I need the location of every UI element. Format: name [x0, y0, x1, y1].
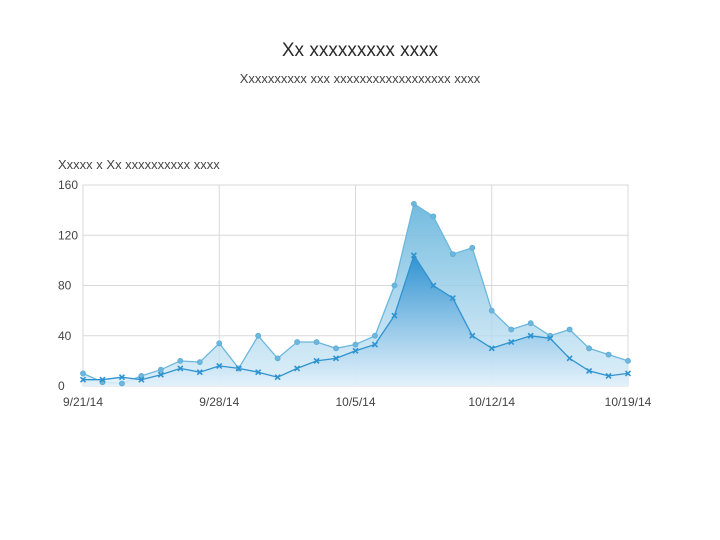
data-point [372, 332, 378, 339]
data-point [605, 372, 612, 380]
x-tick-label: 10/19/14 [605, 395, 652, 409]
data-point [449, 294, 456, 302]
data-point [430, 213, 437, 220]
y-tick-label: 120 [58, 228, 78, 242]
data-point [138, 373, 145, 379]
data-point [508, 326, 515, 333]
x-tick-label: 10/5/14 [335, 395, 375, 409]
data-point [625, 357, 631, 364]
data-point [216, 362, 223, 369]
data-point [469, 244, 476, 251]
chart-title: Xx xxxxxxxxx xxxx [281, 40, 439, 61]
data-point [352, 347, 359, 354]
data-point [274, 355, 281, 362]
data-point [118, 374, 125, 381]
y-tick-label: 160 [58, 178, 78, 192]
x-tick-label: 10/12/14 [468, 395, 515, 409]
data-point [605, 351, 612, 358]
data-point [255, 332, 262, 339]
data-point [177, 357, 184, 364]
data-point [488, 345, 495, 352]
data-point [255, 369, 262, 376]
y-tick-label: 40 [58, 329, 72, 343]
data-point [352, 341, 359, 348]
data-point [332, 355, 340, 362]
data-point [527, 320, 534, 327]
data-point [469, 332, 476, 339]
grid-lines [82, 184, 629, 387]
data-point [566, 326, 573, 333]
series-area [83, 203, 628, 386]
data-point [80, 370, 86, 377]
data-point [586, 367, 593, 374]
data-point [274, 374, 281, 381]
data-point [391, 282, 398, 289]
data-point [586, 345, 592, 352]
series-area [83, 255, 628, 386]
y-tick-label: 80 [58, 279, 72, 293]
x-tick-label: 9/28/14 [199, 395, 239, 409]
data-point [430, 282, 437, 289]
y-tick-label: 0 [58, 379, 65, 393]
data-point [488, 307, 495, 314]
data-point [294, 365, 301, 372]
x-tick-label: 9/21/14 [63, 395, 103, 409]
y-axis-label: Xxxxx x Xx xxxxxxxxxx xxxx [58, 157, 220, 172]
data-point [294, 339, 301, 345]
data-point [449, 251, 456, 257]
axis-tick-labels: 0 40 80 120 160 9/21/14 9/28/14 10/5/14 10/12/14… [58, 178, 652, 409]
series-markers [79, 200, 632, 387]
data-point [547, 335, 554, 342]
data-point [235, 365, 242, 372]
data-point [157, 371, 164, 378]
data-point [99, 376, 106, 383]
data-point [79, 376, 87, 383]
data-point [196, 359, 203, 366]
data-point [410, 252, 417, 259]
chart-subtitle: Xxxxxxxxxx xxx xxxxxxxxxxxxxxxxxx xxxx [239, 71, 481, 86]
data-point [391, 312, 398, 319]
data-point [313, 339, 320, 345]
data-point [313, 357, 320, 364]
data-point [157, 366, 164, 373]
data-point [566, 355, 573, 362]
data-point [527, 332, 534, 339]
data-point [177, 365, 184, 372]
data-point [216, 340, 223, 347]
data-point [196, 369, 203, 376]
data-point [624, 370, 632, 377]
data-point [410, 200, 417, 207]
data-point [508, 338, 515, 346]
data-point [333, 345, 339, 352]
data-point [371, 341, 379, 348]
data-point [119, 380, 125, 387]
data-point [138, 376, 145, 383]
